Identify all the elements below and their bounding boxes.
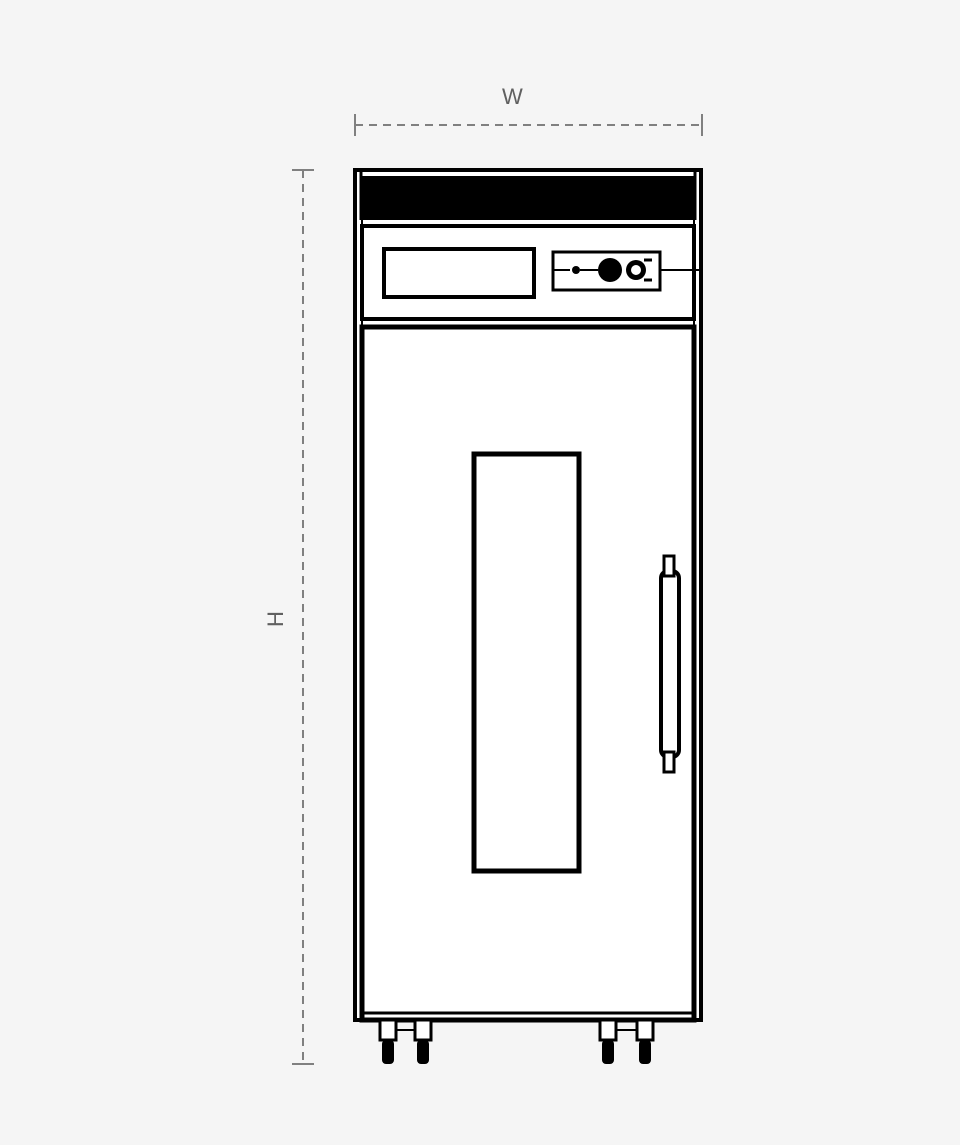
width-label: W: [502, 84, 523, 110]
height-dimension: [292, 170, 314, 1064]
door-window: [474, 454, 579, 871]
width-dimension: [355, 114, 702, 136]
control-knob-large: [598, 258, 622, 282]
diagram-container: W H: [0, 0, 960, 1140]
door-handle: [661, 556, 679, 772]
top-band: [362, 177, 694, 220]
control-dot-1: [572, 266, 580, 274]
display-window: [384, 249, 534, 297]
height-label: H: [263, 611, 289, 627]
technical-drawing-svg: [0, 0, 960, 1140]
casters: [380, 1020, 653, 1064]
